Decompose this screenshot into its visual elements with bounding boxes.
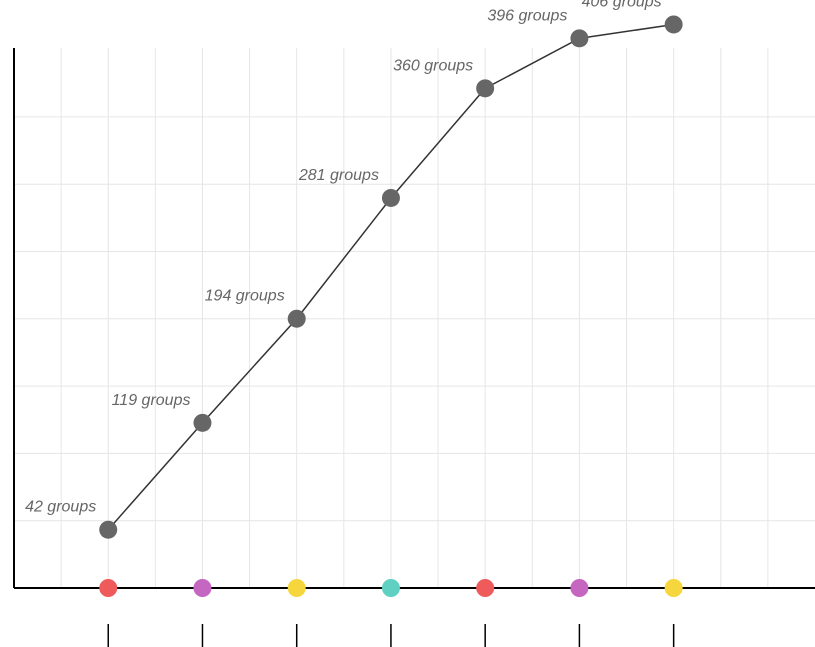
data-point: [476, 79, 495, 98]
x-axis-ticks: [107, 624, 675, 647]
axes: [13, 48, 815, 589]
data-label: 406 groups: [582, 0, 662, 10]
grid: [14, 48, 815, 588]
data-points: [99, 15, 683, 539]
data-point: [193, 413, 212, 432]
data-label: 281 groups: [298, 167, 379, 184]
data-label: 194 groups: [205, 288, 285, 305]
data-point: [99, 520, 118, 539]
data-point: [570, 29, 589, 48]
data-labels: 42 groups 119 groups 194 groups 281 groups 3…: [25, 0, 662, 516]
data-label: 119 groups: [112, 392, 191, 409]
category-marker: [570, 579, 589, 597]
category-markers: [99, 579, 683, 597]
data-point: [664, 15, 683, 34]
category-marker: [476, 579, 495, 597]
data-point: [287, 309, 306, 328]
data-label: 360 groups: [393, 57, 473, 74]
data-label: 396 groups: [487, 7, 567, 24]
category-marker: [664, 579, 683, 597]
category-marker: [193, 579, 212, 597]
data-point: [381, 188, 400, 207]
category-marker: [287, 579, 306, 597]
data-label: 42 groups: [25, 499, 96, 516]
category-marker: [99, 579, 118, 597]
category-marker: [381, 579, 400, 597]
